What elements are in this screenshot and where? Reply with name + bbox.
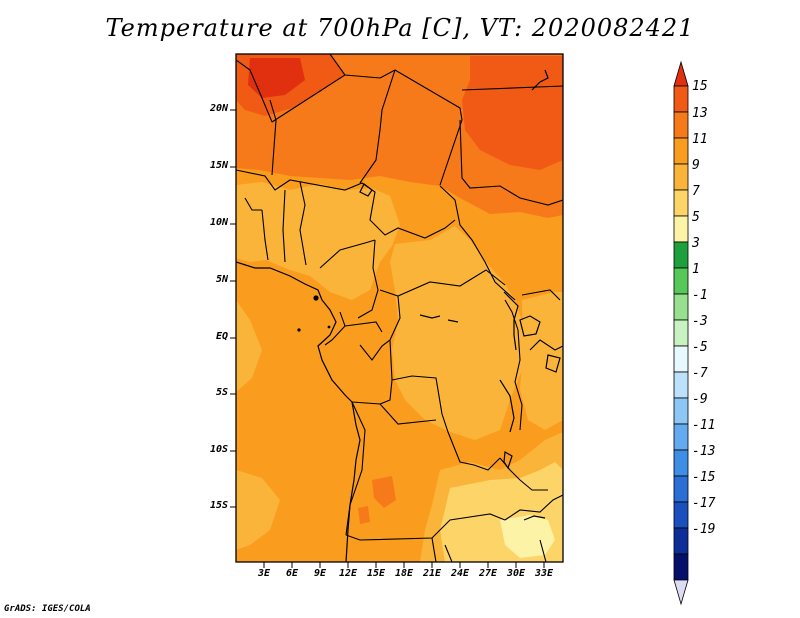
field-congo-7	[390, 226, 525, 440]
colorbar-swatch	[673, 345, 689, 373]
lon-label-18e: 18E	[394, 568, 414, 579]
lon-label-12e: 12E	[338, 568, 358, 579]
colorbar-label-m3: -3	[692, 314, 708, 329]
lat-label-20n: 20N	[209, 103, 228, 114]
colorbar-swatch	[673, 215, 689, 243]
lat-label-15n: 15N	[209, 160, 228, 171]
colorbar-swatch	[673, 85, 689, 113]
colorbar-swatch	[673, 371, 689, 399]
colorbar-label-3: 3	[692, 236, 700, 251]
colorbar-swatch	[673, 163, 689, 191]
map-title: Temperature at 700hPa [C], VT: 202008242…	[105, 14, 695, 42]
country-borders	[236, 54, 563, 562]
field-angola-11b	[358, 506, 370, 524]
field-west-coast-7	[236, 300, 262, 392]
lon-label-27e: 27E	[478, 568, 498, 579]
lon-label-9e: 9E	[313, 568, 327, 579]
colorbar-swatch	[673, 319, 689, 347]
lon-label-24e: 24E	[450, 568, 470, 579]
colorbar-swatch	[673, 241, 689, 269]
field-angola-11	[372, 476, 396, 508]
colorbar-swatch	[673, 475, 689, 503]
colorbar-label-m1: -1	[692, 288, 708, 303]
field-sahel-7-west	[236, 182, 400, 300]
lon-label-30e: 30E	[506, 568, 526, 579]
lon-ticks	[263, 562, 545, 568]
lat-ticks	[230, 109, 236, 508]
lat-label-10n: 10N	[209, 217, 228, 228]
colorbar-label-1: 1	[692, 262, 700, 277]
colorbar-bottom-arrow	[673, 579, 689, 606]
lon-label-21e: 21E	[422, 568, 442, 579]
field-coast-south-7	[236, 470, 280, 550]
colorbar-label-m9: -9	[692, 392, 708, 407]
colorbar-label-m19: -19	[692, 522, 716, 537]
colorbar-label-m11: -11	[692, 418, 716, 433]
lat-label-5s: 5S	[215, 387, 228, 398]
grads-credit: GrADS: IGES/COLA	[4, 604, 91, 614]
coastline	[236, 69, 561, 562]
lat-label-eq: EQ	[215, 331, 228, 342]
colorbar-swatch	[673, 553, 689, 581]
islands	[297, 295, 331, 332]
colorbar-swatch	[673, 423, 689, 451]
field-south-3	[500, 515, 555, 558]
colorbar-swatch	[673, 111, 689, 139]
lon-label-15e: 15E	[366, 568, 386, 579]
field-north-15	[248, 58, 305, 98]
colorbar-swatch	[673, 527, 689, 555]
colorbar-label-11: 11	[692, 132, 708, 147]
lon-label-6e: 6E	[285, 568, 299, 579]
colorbar-label-m7: -7	[692, 366, 708, 381]
map-frame	[235, 53, 564, 563]
colorbar-label-m15: -15	[692, 470, 716, 485]
colorbar-swatch	[673, 137, 689, 165]
lon-label-33e: 33E	[534, 568, 554, 579]
colorbar-swatch	[673, 189, 689, 217]
colorbar	[673, 60, 689, 606]
colorbar-swatch	[673, 449, 689, 477]
colorbar-swatch	[673, 501, 689, 529]
colorbar-label-m17: -17	[692, 496, 716, 511]
field-north-11-patch	[390, 66, 462, 135]
colorbar-label-5: 5	[692, 210, 700, 225]
colorbar-label-m5: -5	[692, 340, 708, 355]
lat-label-15s: 15S	[209, 500, 228, 511]
colorbar-swatch	[673, 293, 689, 321]
colorbar-label-9: 9	[692, 158, 700, 173]
lon-label-3e: 3E	[257, 568, 271, 579]
colorbar-label-7: 7	[692, 184, 700, 199]
lat-label-10s: 10S	[209, 444, 228, 455]
colorbar-swatch	[673, 397, 689, 425]
colorbar-label-m13: -13	[692, 444, 716, 459]
colorbar-label-13: 13	[692, 106, 708, 121]
lat-label-5n: 5N	[215, 274, 228, 285]
field-east-7	[520, 292, 563, 430]
colorbar-swatch	[673, 267, 689, 295]
colorbar-top-arrow	[673, 60, 689, 87]
colorbar-label-15: 15	[692, 79, 708, 94]
